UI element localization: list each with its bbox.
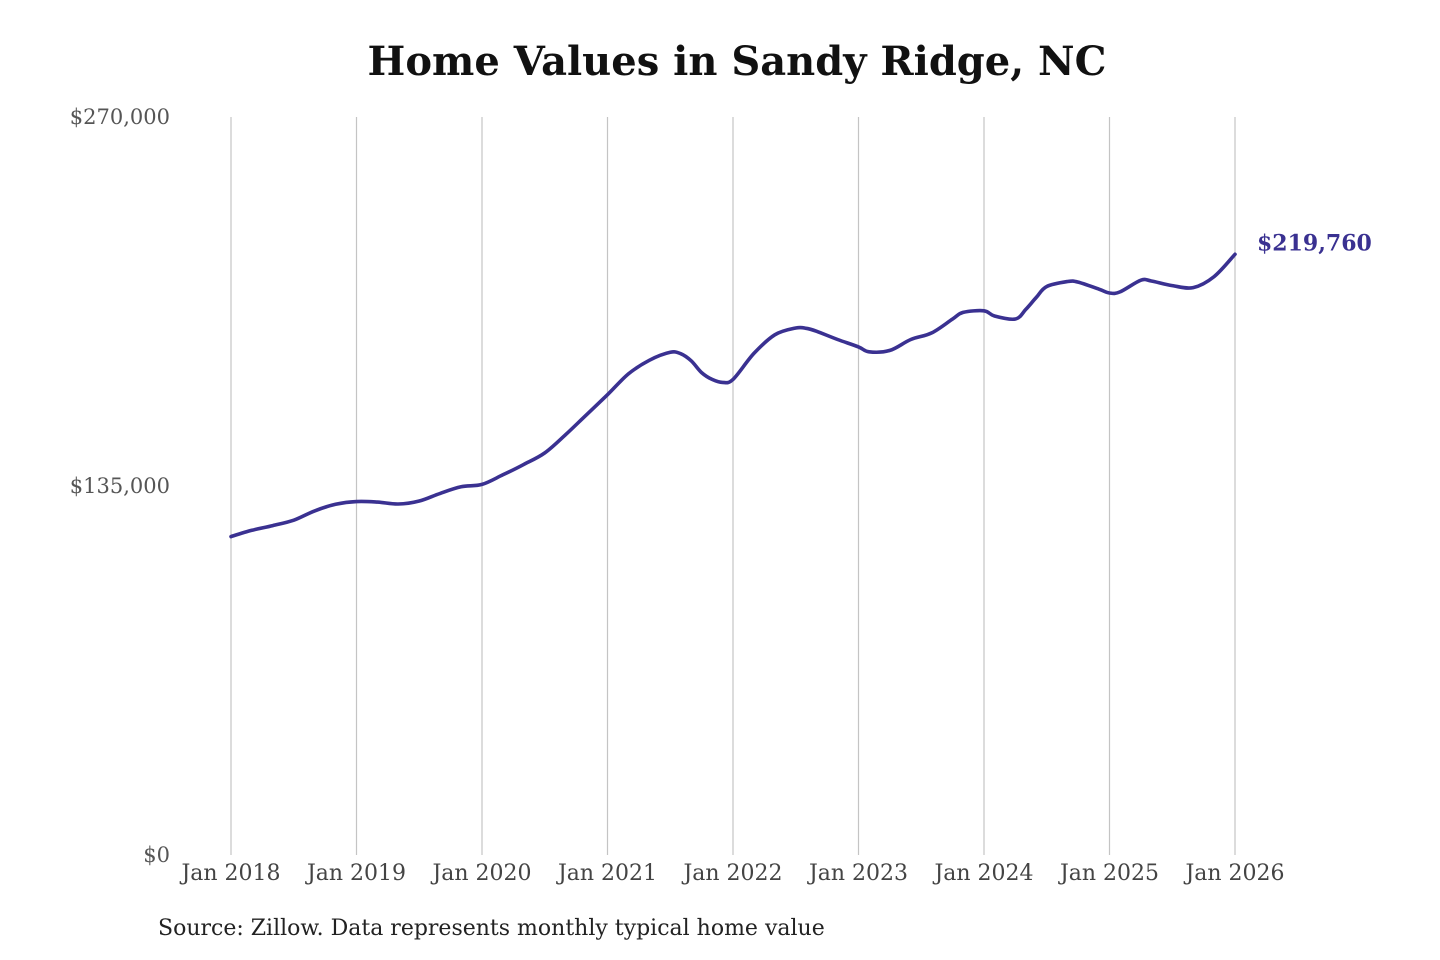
y-tick-label: $135,000 (70, 474, 170, 498)
series-layer: $219,760 (229, 230, 1372, 539)
x-tick-label: Jan 2024 (932, 861, 1033, 886)
chart-title: Home Values in Sandy Ridge, NC (367, 38, 1107, 85)
x-tick-label: Jan 2021 (556, 861, 657, 886)
series-line (229, 252, 1237, 539)
gridlines (230, 117, 1236, 855)
end-value-label: $219,760 (1257, 230, 1372, 256)
source-note: Source: Zillow. Data represents monthly … (158, 916, 825, 941)
x-axis-ticks: Jan 2018 Jan 2019 Jan 2020 Jan 2021 Jan 2022… (179, 861, 1284, 886)
x-tick-label: Jan 2023 (807, 861, 908, 886)
x-tick-label: Jan 2022 (681, 861, 782, 886)
y-axis-ticks: $270,000 $135,000 $0 (70, 105, 170, 867)
x-tick-label: Jan 2019 (305, 861, 406, 886)
x-tick-label: Jan 2020 (430, 861, 531, 886)
y-tick-label: $270,000 (70, 105, 170, 129)
y-tick-label: $0 (143, 843, 170, 867)
x-tick-label: Jan 2018 (179, 861, 280, 886)
x-tick-label: Jan 2025 (1058, 861, 1159, 886)
x-tick-label: Jan 2026 (1183, 861, 1284, 886)
